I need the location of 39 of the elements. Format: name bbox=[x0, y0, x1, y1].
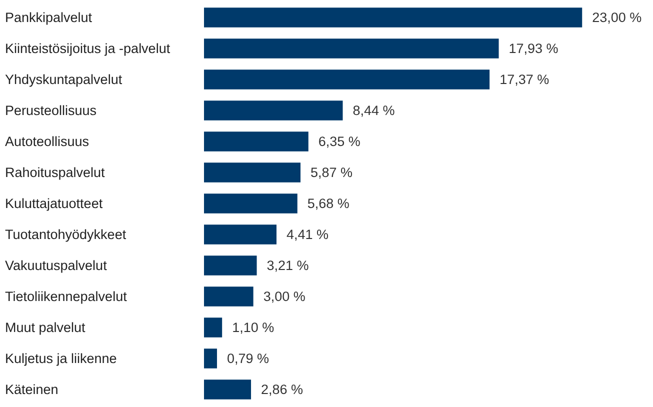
bar bbox=[204, 348, 217, 368]
y-tick-label: Käteinen bbox=[5, 382, 58, 397]
bar bbox=[204, 224, 276, 244]
bar bbox=[204, 256, 257, 276]
data-label: 8,44 % bbox=[352, 103, 395, 118]
y-tick-label: Vakuutuspalvelut bbox=[5, 258, 108, 273]
data-label: 6,35 % bbox=[318, 134, 360, 149]
y-tick-label: Muut palvelut bbox=[5, 320, 86, 335]
bar bbox=[204, 8, 582, 28]
y-tick-label: Kiinteistösijoitus ja -palvelut bbox=[5, 41, 170, 56]
data-label: 17,37 % bbox=[500, 72, 550, 87]
y-tick-label: Perusteollisuus bbox=[5, 103, 97, 118]
y-tick-label: Tuotantohyödykkeet bbox=[5, 227, 126, 242]
bar bbox=[204, 132, 308, 152]
data-label: 23,00 % bbox=[592, 10, 642, 25]
bar bbox=[204, 194, 298, 214]
bar bbox=[204, 286, 254, 306]
y-tick-label: Pankkipalvelut bbox=[5, 10, 92, 25]
bar bbox=[204, 100, 343, 120]
bar bbox=[204, 70, 490, 90]
y-tick-label: Tietoliikennepalvelut bbox=[5, 289, 128, 304]
y-tick-label: Rahoituspalvelut bbox=[5, 165, 106, 180]
data-label: 4,41 % bbox=[286, 227, 329, 242]
bar bbox=[204, 380, 252, 400]
data-label: 5,87 % bbox=[310, 165, 353, 180]
y-tick-label: Autoteollisuus bbox=[5, 134, 90, 149]
data-label: 0,79 % bbox=[226, 351, 270, 366]
bar bbox=[204, 162, 301, 182]
y-tick-label: Kuljetus ja liikenne bbox=[5, 351, 117, 366]
y-tick-label: Kuluttajatuotteet bbox=[5, 196, 103, 211]
data-label: 3,00 % bbox=[263, 289, 306, 304]
data-label: 1,10 % bbox=[232, 320, 274, 335]
y-tick-label: Yhdyskuntapalvelut bbox=[5, 72, 122, 87]
bar bbox=[204, 318, 222, 338]
data-label: 3,21 % bbox=[266, 258, 309, 273]
data-label: 2,86 % bbox=[261, 382, 304, 397]
data-label: 17,93 % bbox=[508, 41, 558, 56]
bar bbox=[204, 38, 499, 58]
data-label: 5,68 % bbox=[307, 196, 350, 211]
